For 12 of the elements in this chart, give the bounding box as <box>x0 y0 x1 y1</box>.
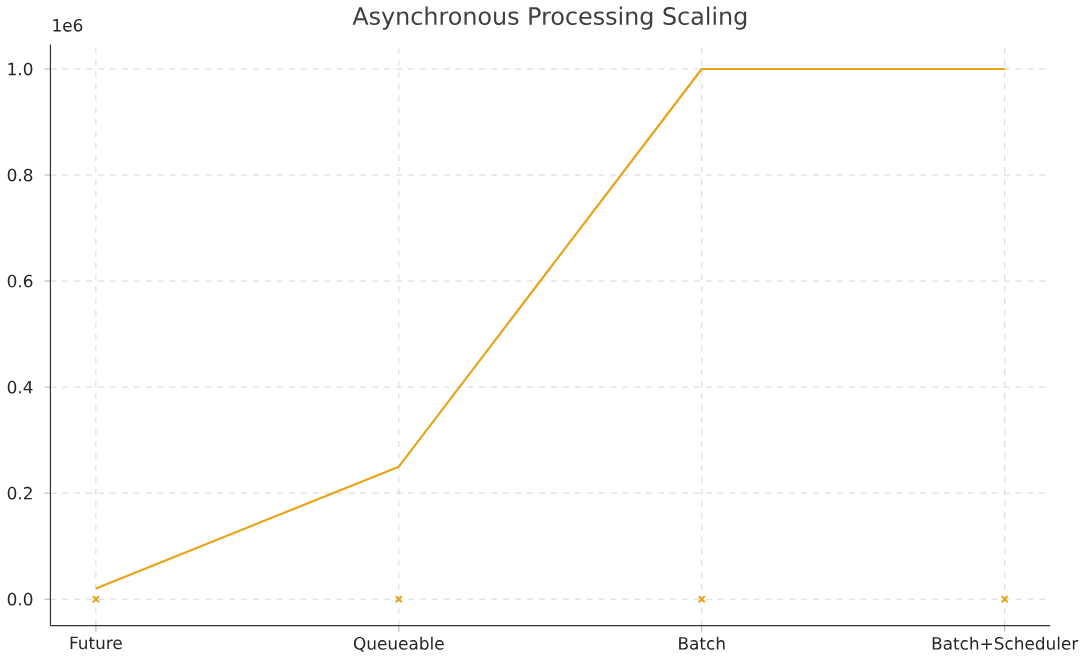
y-tick-label: 0.4 <box>7 380 33 394</box>
text: 1e6 <box>53 18 83 32</box>
y-tick-label: 0.0 <box>7 592 33 606</box>
y-tick-label: 1.0 <box>8 62 33 76</box>
y-tick-label: 0.6 <box>7 274 33 288</box>
y-tick-label: 0.2 <box>7 486 32 500</box>
chart-title: Asynchronous Processing Scaling <box>352 6 747 30</box>
x-tick-label: Batch+Scheduler <box>932 636 1079 650</box>
y-tick-label: 0.8 <box>7 168 33 182</box>
x-tick-label: Batch <box>679 636 725 650</box>
x-tick-label: Queueable <box>353 636 444 652</box>
x-tick-label: Future <box>70 636 122 650</box>
